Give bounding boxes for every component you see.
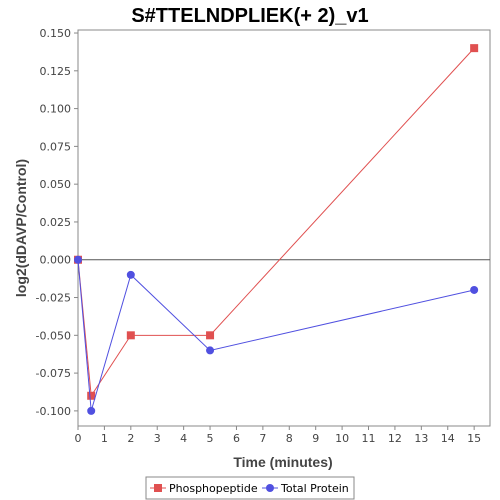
x-tick-label: 3 — [154, 432, 161, 445]
plot-area — [77, 29, 491, 427]
x-tick-label: 9 — [312, 432, 319, 445]
x-tick-label: 7 — [259, 432, 266, 445]
chart-title: S#TTELNDPLIEK(+ 2)_v1 — [131, 5, 368, 27]
series-layer — [74, 44, 479, 415]
legend-label-phosphopeptide: Phosphopeptide — [169, 482, 258, 495]
legend-label-total-protein: Total Protein — [280, 482, 349, 495]
x-tick-label: 1 — [101, 432, 108, 445]
x-tick-label: 8 — [286, 432, 293, 445]
legend: Phosphopeptide Total Protein — [145, 476, 355, 500]
data-point-total-protein — [126, 270, 135, 279]
x-tick-label: 5 — [207, 432, 214, 445]
x-tick-label: 10 — [335, 432, 349, 445]
data-point-total-protein — [74, 255, 82, 264]
x-tick-label: 15 — [467, 432, 481, 445]
y-tick-label: 0.100 — [40, 103, 72, 116]
legend-marker-total-protein — [266, 484, 274, 492]
y-tick-label: -0.100 — [36, 405, 71, 418]
x-tick-label: 4 — [180, 432, 187, 445]
x-tick-label: 12 — [388, 432, 402, 445]
x-tick-label: 0 — [75, 432, 82, 445]
data-point-phosphopeptide — [126, 331, 135, 340]
y-tick-label: 0.050 — [40, 178, 72, 191]
legend-marker-phosphopeptide — [154, 484, 162, 492]
data-point-total-protein — [470, 285, 479, 294]
y-axis-label: log2(dDAVP/Control) — [13, 159, 29, 297]
y-tick-label: -0.025 — [36, 292, 71, 305]
y-tick-label: 0.000 — [40, 254, 72, 267]
y-tick-label: 0.025 — [40, 216, 72, 229]
legend-box — [145, 476, 355, 500]
y-tick-label: -0.075 — [36, 367, 71, 380]
x-tick-label: 2 — [127, 432, 134, 445]
y-tick-label: -0.050 — [36, 329, 71, 342]
data-point-total-protein — [206, 346, 215, 355]
y-axis-ticks: -0.100 -0.075 -0.050 -0.025 0.000 0.025 0.050 0… — [36, 27, 78, 418]
data-point-total-protein — [87, 406, 96, 415]
x-axis-ticks: 0 1 2 3 4 5 6 7 8 9 10 11 12 13 14 15 — [75, 426, 481, 445]
x-tick-label: 11 — [362, 432, 376, 445]
x-tick-label: 13 — [414, 432, 428, 445]
x-tick-label: 6 — [233, 432, 240, 445]
data-point-phosphopeptide — [87, 391, 96, 400]
y-tick-label: 0.150 — [40, 27, 72, 40]
x-tick-label: 14 — [441, 432, 455, 445]
y-tick-label: 0.075 — [40, 140, 72, 153]
x-axis-label: Time (minutes) — [233, 454, 332, 470]
data-point-phosphopeptide — [470, 44, 479, 53]
y-tick-label: 0.125 — [40, 65, 72, 78]
data-point-phosphopeptide — [206, 331, 215, 340]
